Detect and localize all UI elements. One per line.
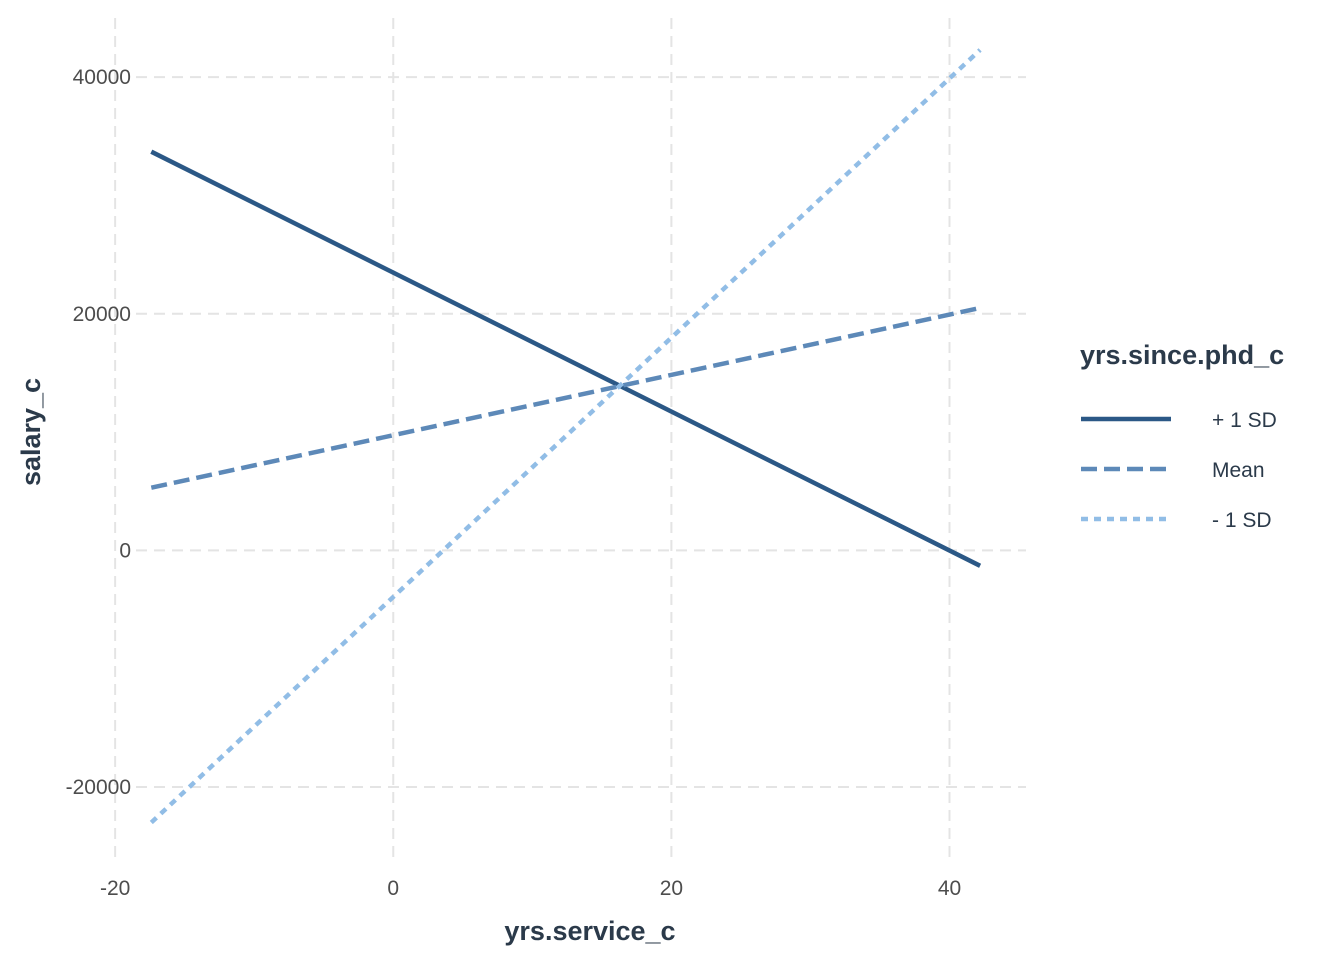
legend-label-3: - 1 SD: [1212, 509, 1272, 532]
legend-label-1: + 1 SD: [1212, 409, 1277, 432]
y-axis-title: salary_c: [16, 378, 46, 486]
x-axis-ticks: -20 0 20 40: [100, 877, 961, 900]
y-axis-ticks: -20000 0 20000 40000: [66, 66, 131, 799]
legend-label-2: Mean: [1212, 459, 1265, 482]
legend: yrs.since.phd_c + 1 SD Mean - 1 SD: [1080, 340, 1284, 532]
series-line-1: [150, 149, 982, 568]
legend-items: + 1 SD Mean - 1 SD: [1081, 409, 1277, 532]
grid: [114, 18, 1026, 858]
legend-title: yrs.since.phd_c: [1080, 340, 1284, 370]
y-tick-label: 20000: [73, 303, 131, 326]
x-tick-label: -20: [100, 877, 130, 900]
x-tick-label: 40: [938, 877, 961, 900]
x-axis-title: yrs.service_c: [504, 916, 675, 946]
series-line-3: [149, 48, 982, 825]
series-lines: [149, 48, 982, 825]
y-tick-label: 40000: [73, 66, 131, 89]
x-tick-label: 0: [387, 877, 399, 900]
y-tick-label: -20000: [66, 776, 131, 799]
series-line-2: [150, 305, 981, 490]
y-tick-label: 0: [119, 539, 131, 562]
x-tick-label: 20: [660, 877, 683, 900]
